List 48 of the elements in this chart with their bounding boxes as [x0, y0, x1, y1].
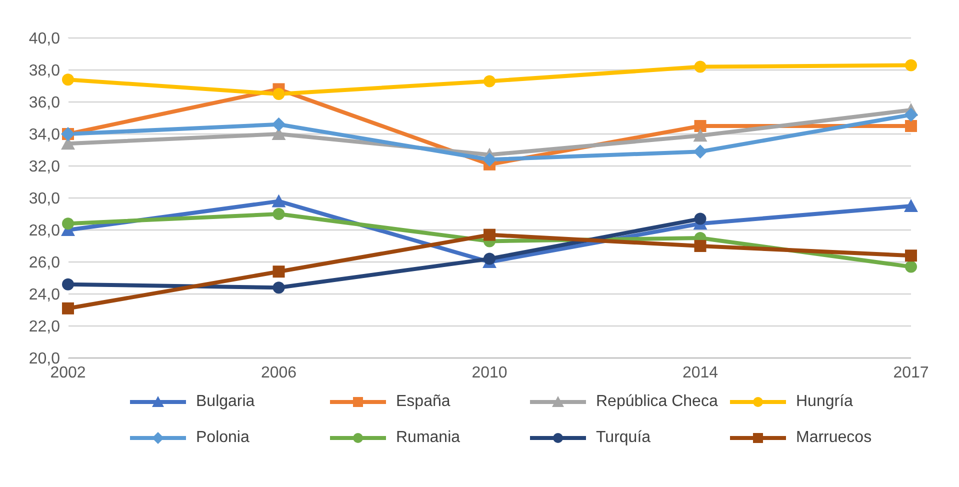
point	[272, 282, 285, 294]
legend-label: Rumania	[396, 429, 460, 447]
y-tick-label: 36,0	[28, 94, 60, 112]
point	[272, 194, 286, 208]
point	[62, 302, 74, 314]
point	[272, 208, 285, 220]
point	[693, 144, 708, 159]
point	[905, 59, 917, 72]
point	[272, 266, 285, 278]
y-tick-label: 28,0	[28, 222, 60, 240]
y-tick-label: 32,0	[28, 158, 60, 176]
x-tick-label: 2017	[893, 364, 929, 382]
point	[482, 152, 496, 167]
point	[904, 199, 918, 212]
point	[694, 240, 706, 252]
legend-label: España	[396, 393, 450, 411]
y-tick-label: 24,0	[28, 286, 60, 304]
legend-label: Turquía	[596, 429, 651, 447]
point	[905, 260, 917, 273]
point	[62, 74, 74, 86]
x-tick-label: 2010	[472, 364, 508, 382]
point	[694, 120, 706, 132]
point	[484, 228, 496, 241]
point	[484, 75, 496, 88]
y-tick-label: 26,0	[28, 254, 60, 272]
legend-label: Bulgaria	[196, 393, 255, 411]
point	[905, 120, 917, 132]
y-tick-label: 22,0	[28, 318, 60, 336]
y-tick-label: 38,0	[28, 62, 60, 80]
y-tick-label: 30,0	[28, 190, 60, 208]
point	[62, 218, 74, 230]
point	[484, 252, 496, 265]
x-tick-label: 2014	[682, 364, 718, 382]
point	[905, 250, 917, 262]
point	[272, 117, 286, 132]
point	[694, 212, 706, 225]
x-tick-label: 2006	[260, 364, 297, 382]
point	[272, 88, 285, 100]
point	[694, 60, 706, 73]
legend-label: Marruecos	[796, 429, 872, 447]
y-tick-label: 40,0	[28, 30, 60, 48]
y-tick-label: 34,0	[28, 126, 60, 144]
point	[904, 108, 918, 122]
point	[62, 278, 74, 290]
legend-label: Polonia	[196, 429, 250, 447]
legend-label: República Checa	[596, 393, 718, 411]
legend-label: Hungría	[796, 393, 853, 411]
point	[693, 128, 708, 142]
